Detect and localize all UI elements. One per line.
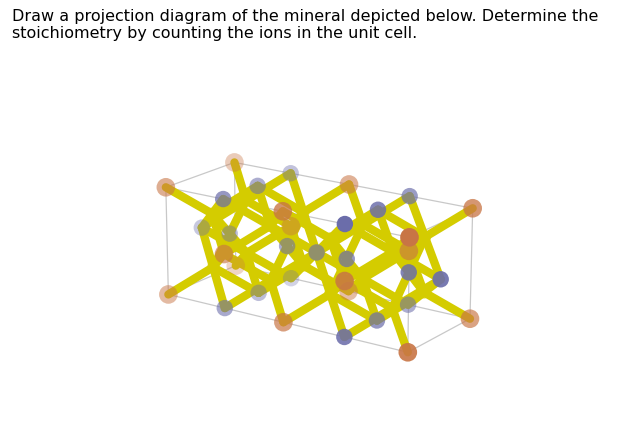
Text: Draw a projection diagram of the mineral depicted below. Determine the
stoichiom: Draw a projection diagram of the mineral… [12,9,599,41]
